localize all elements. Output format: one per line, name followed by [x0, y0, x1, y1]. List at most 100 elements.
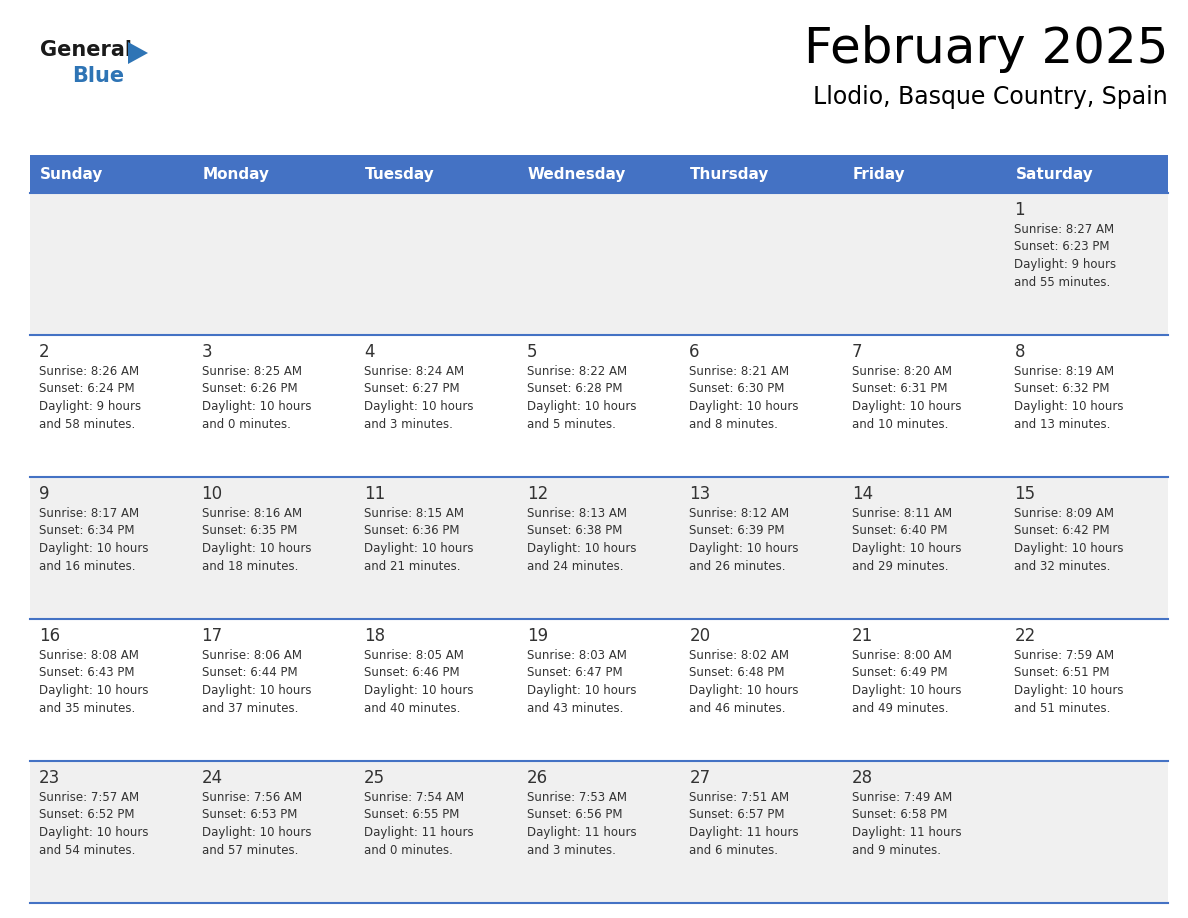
Text: Sunset: 6:56 PM: Sunset: 6:56 PM [526, 809, 623, 822]
Text: Sunset: 6:30 PM: Sunset: 6:30 PM [689, 383, 784, 396]
Text: Sunset: 6:53 PM: Sunset: 6:53 PM [202, 809, 297, 822]
Text: Sunset: 6:49 PM: Sunset: 6:49 PM [852, 666, 948, 679]
Text: and 57 minutes.: and 57 minutes. [202, 844, 298, 856]
Text: Sunset: 6:26 PM: Sunset: 6:26 PM [202, 383, 297, 396]
Text: Daylight: 10 hours: Daylight: 10 hours [365, 542, 474, 555]
Text: 11: 11 [365, 485, 385, 503]
Text: Sunset: 6:51 PM: Sunset: 6:51 PM [1015, 666, 1110, 679]
Text: and 51 minutes.: and 51 minutes. [1015, 701, 1111, 714]
Text: Wednesday: Wednesday [527, 166, 626, 182]
Text: Thursday: Thursday [690, 166, 770, 182]
Text: Sunrise: 8:13 AM: Sunrise: 8:13 AM [526, 507, 627, 520]
Text: and 3 minutes.: and 3 minutes. [526, 844, 615, 856]
Text: and 13 minutes.: and 13 minutes. [1015, 418, 1111, 431]
Text: Daylight: 10 hours: Daylight: 10 hours [852, 684, 961, 697]
Text: Sunset: 6:58 PM: Sunset: 6:58 PM [852, 809, 947, 822]
Bar [30, 155, 1168, 193]
Text: Sunset: 6:34 PM: Sunset: 6:34 PM [39, 524, 134, 538]
Text: 6: 6 [689, 343, 700, 361]
Text: Daylight: 10 hours: Daylight: 10 hours [202, 400, 311, 413]
Text: and 6 minutes.: and 6 minutes. [689, 844, 778, 856]
Text: Sunset: 6:39 PM: Sunset: 6:39 PM [689, 524, 785, 538]
Text: 3: 3 [202, 343, 213, 361]
Text: Sunrise: 8:17 AM: Sunrise: 8:17 AM [39, 507, 139, 520]
Text: 23: 23 [39, 769, 61, 787]
Text: Daylight: 10 hours: Daylight: 10 hours [202, 684, 311, 697]
Text: Sunrise: 8:21 AM: Sunrise: 8:21 AM [689, 365, 789, 378]
Text: Sunrise: 8:27 AM: Sunrise: 8:27 AM [1015, 223, 1114, 236]
Text: Daylight: 11 hours: Daylight: 11 hours [526, 826, 637, 839]
Text: 15: 15 [1015, 485, 1036, 503]
Text: 21: 21 [852, 627, 873, 645]
Text: Sunrise: 7:57 AM: Sunrise: 7:57 AM [39, 791, 139, 804]
Text: Sunrise: 8:06 AM: Sunrise: 8:06 AM [202, 649, 302, 662]
Text: 13: 13 [689, 485, 710, 503]
Text: 28: 28 [852, 769, 873, 787]
Text: Daylight: 10 hours: Daylight: 10 hours [39, 684, 148, 697]
Text: and 0 minutes.: and 0 minutes. [202, 418, 290, 431]
Text: and 5 minutes.: and 5 minutes. [526, 418, 615, 431]
Text: and 43 minutes.: and 43 minutes. [526, 701, 623, 714]
Text: and 18 minutes.: and 18 minutes. [202, 559, 298, 573]
Text: and 24 minutes.: and 24 minutes. [526, 559, 624, 573]
Text: 19: 19 [526, 627, 548, 645]
Text: Saturday: Saturday [1016, 166, 1093, 182]
Text: Sunrise: 8:25 AM: Sunrise: 8:25 AM [202, 365, 302, 378]
Text: Daylight: 10 hours: Daylight: 10 hours [202, 826, 311, 839]
Text: Sunrise: 7:59 AM: Sunrise: 7:59 AM [1015, 649, 1114, 662]
Text: Sunset: 6:36 PM: Sunset: 6:36 PM [365, 524, 460, 538]
Text: Sunrise: 7:53 AM: Sunrise: 7:53 AM [526, 791, 627, 804]
Text: 26: 26 [526, 769, 548, 787]
Text: and 54 minutes.: and 54 minutes. [39, 844, 135, 856]
Text: 14: 14 [852, 485, 873, 503]
Text: and 26 minutes.: and 26 minutes. [689, 559, 785, 573]
Text: Sunrise: 7:54 AM: Sunrise: 7:54 AM [365, 791, 465, 804]
Text: 20: 20 [689, 627, 710, 645]
Text: 10: 10 [202, 485, 222, 503]
Text: Sunset: 6:27 PM: Sunset: 6:27 PM [365, 383, 460, 396]
Text: and 10 minutes.: and 10 minutes. [852, 418, 948, 431]
Text: Daylight: 9 hours: Daylight: 9 hours [1015, 258, 1117, 271]
Text: Sunset: 6:43 PM: Sunset: 6:43 PM [39, 666, 134, 679]
Text: Sunset: 6:52 PM: Sunset: 6:52 PM [39, 809, 134, 822]
Text: Daylight: 10 hours: Daylight: 10 hours [365, 400, 474, 413]
Text: Tuesday: Tuesday [365, 166, 435, 182]
Text: 25: 25 [365, 769, 385, 787]
Text: Daylight: 10 hours: Daylight: 10 hours [39, 826, 148, 839]
Bar [30, 477, 1168, 619]
Text: 22: 22 [1015, 627, 1036, 645]
Text: Daylight: 11 hours: Daylight: 11 hours [365, 826, 474, 839]
Text: Sunrise: 8:22 AM: Sunrise: 8:22 AM [526, 365, 627, 378]
Text: 24: 24 [202, 769, 222, 787]
Text: Sunset: 6:46 PM: Sunset: 6:46 PM [365, 666, 460, 679]
Bar [30, 193, 1168, 335]
Text: Monday: Monday [203, 166, 270, 182]
Text: Sunset: 6:35 PM: Sunset: 6:35 PM [202, 524, 297, 538]
Text: 8: 8 [1015, 343, 1025, 361]
Text: Sunset: 6:55 PM: Sunset: 6:55 PM [365, 809, 460, 822]
Bar [30, 761, 1168, 903]
Text: Daylight: 11 hours: Daylight: 11 hours [689, 826, 798, 839]
Text: and 32 minutes.: and 32 minutes. [1015, 559, 1111, 573]
Text: Daylight: 10 hours: Daylight: 10 hours [1015, 400, 1124, 413]
Text: Sunset: 6:24 PM: Sunset: 6:24 PM [39, 383, 134, 396]
Text: Daylight: 10 hours: Daylight: 10 hours [852, 400, 961, 413]
Text: Sunset: 6:57 PM: Sunset: 6:57 PM [689, 809, 785, 822]
Text: Sunrise: 7:51 AM: Sunrise: 7:51 AM [689, 791, 789, 804]
Text: Sunday: Sunday [40, 166, 103, 182]
Text: Daylight: 10 hours: Daylight: 10 hours [526, 542, 637, 555]
Text: Daylight: 10 hours: Daylight: 10 hours [526, 400, 637, 413]
Text: Daylight: 10 hours: Daylight: 10 hours [1015, 684, 1124, 697]
Text: Daylight: 10 hours: Daylight: 10 hours [689, 542, 798, 555]
Text: Sunrise: 8:00 AM: Sunrise: 8:00 AM [852, 649, 952, 662]
Text: Sunrise: 8:12 AM: Sunrise: 8:12 AM [689, 507, 789, 520]
Text: Sunset: 6:47 PM: Sunset: 6:47 PM [526, 666, 623, 679]
Text: Sunrise: 8:24 AM: Sunrise: 8:24 AM [365, 365, 465, 378]
Text: Sunrise: 8:19 AM: Sunrise: 8:19 AM [1015, 365, 1114, 378]
Text: and 55 minutes.: and 55 minutes. [1015, 275, 1111, 288]
Text: and 35 minutes.: and 35 minutes. [39, 701, 135, 714]
Text: and 29 minutes.: and 29 minutes. [852, 559, 948, 573]
Text: Sunset: 6:48 PM: Sunset: 6:48 PM [689, 666, 785, 679]
Text: 2: 2 [39, 343, 50, 361]
Text: Daylight: 10 hours: Daylight: 10 hours [689, 400, 798, 413]
